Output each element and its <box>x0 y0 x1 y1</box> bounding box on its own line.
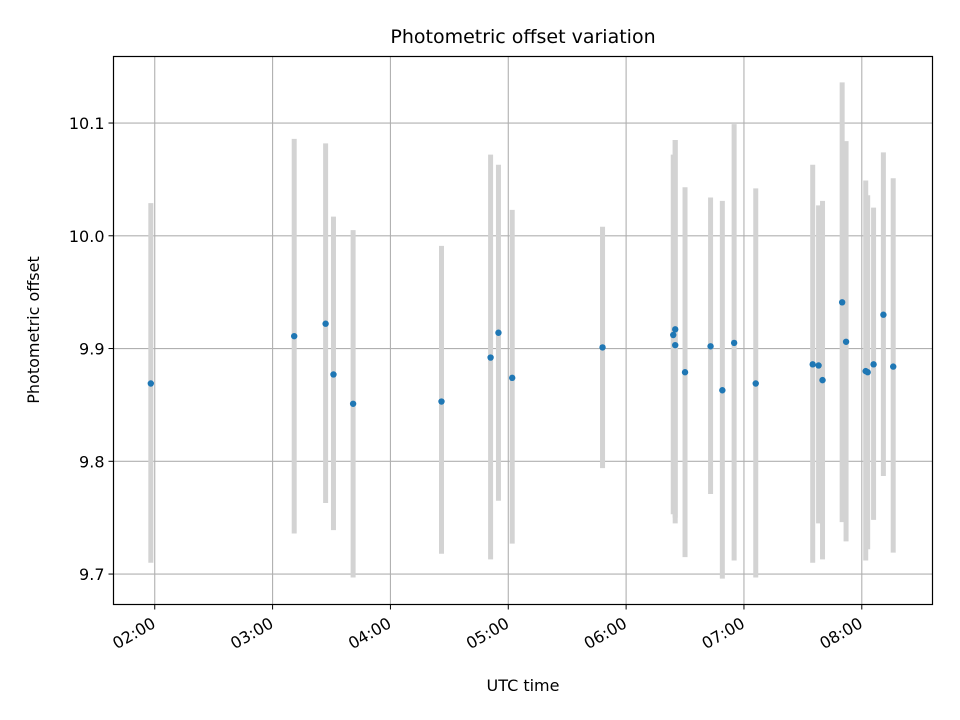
x-tick-label: 04:00 <box>345 614 394 654</box>
data-point <box>290 332 298 340</box>
data-point <box>809 361 816 368</box>
x-tick-label: 03:00 <box>227 614 276 654</box>
data-point <box>719 387 726 394</box>
x-tick-label: 06:00 <box>581 614 630 654</box>
y-tick-label: 10.1 <box>69 114 105 133</box>
data-point <box>890 363 897 370</box>
data-point <box>672 341 679 349</box>
y-tick-label: 9.9 <box>79 340 104 359</box>
data-point <box>864 369 871 376</box>
data-point <box>322 320 329 327</box>
data-point <box>842 338 850 345</box>
plot-area-frame <box>112 55 934 606</box>
x-tick-label: 08:00 <box>816 614 865 654</box>
data-point <box>670 331 677 339</box>
data-point <box>438 398 445 405</box>
data-point <box>681 369 689 376</box>
data-point <box>819 376 826 384</box>
data-point <box>880 311 887 318</box>
data-point <box>838 299 846 306</box>
x-axis-label: UTC time <box>487 676 560 695</box>
data-point <box>495 329 502 336</box>
data-point <box>672 326 679 333</box>
y-axis-label: Photometric offset <box>24 256 43 404</box>
x-tick-label: 02:00 <box>109 614 158 654</box>
y-tick-label: 9.8 <box>79 452 104 471</box>
y-tick-label: 10.0 <box>69 227 105 246</box>
data-point <box>815 362 822 369</box>
data-point <box>487 354 494 361</box>
data-point <box>707 343 714 350</box>
data-point <box>349 400 357 407</box>
data-point <box>508 374 516 382</box>
data-point <box>870 361 877 368</box>
data-point <box>752 380 759 387</box>
grid <box>113 56 933 605</box>
x-tick-label: 07:00 <box>699 614 748 654</box>
data-points <box>147 299 897 407</box>
data-point <box>599 344 606 351</box>
error-bars <box>148 82 896 579</box>
x-tick-label: 05:00 <box>463 614 512 654</box>
data-point <box>147 380 155 387</box>
chart-title: Photometric offset variation <box>390 26 655 48</box>
y-tick-label: 9.7 <box>79 565 104 584</box>
data-point <box>730 339 738 347</box>
axis-ticks: 02:00 03:00 04:00 05:00 06:00 07:00 08:00 9.7 9.… <box>69 114 866 653</box>
data-point <box>330 371 337 378</box>
